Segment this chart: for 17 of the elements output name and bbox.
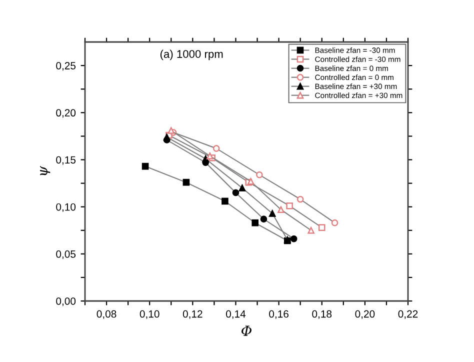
x-tick-label: 0,12	[182, 310, 202, 319]
y-tick-label: 0,25	[56, 62, 76, 71]
x-axis-title: Φ	[242, 326, 252, 336]
x-tick-label: 0,10	[140, 310, 160, 319]
x-tick-label: 0,14	[226, 310, 246, 319]
annotation: (a) 1000 rpm	[160, 50, 223, 60]
y-axis-title: ψ	[40, 166, 50, 176]
x-tick-label: 0,16	[269, 310, 288, 319]
x-tick-label: 0,20	[355, 310, 375, 319]
x-tick-label: 0,18	[312, 310, 332, 319]
x-tick-label: 0,22	[398, 310, 418, 319]
y-tick-label: 0,10	[56, 203, 76, 212]
y-tick-label: 0,20	[56, 109, 76, 118]
y-tick-label: 0,05	[56, 250, 76, 260]
y-tick-label: 0,00	[56, 298, 76, 306]
x-tick-label: 0,08	[96, 310, 116, 319]
y-tick-label: 0,15	[56, 156, 76, 165]
